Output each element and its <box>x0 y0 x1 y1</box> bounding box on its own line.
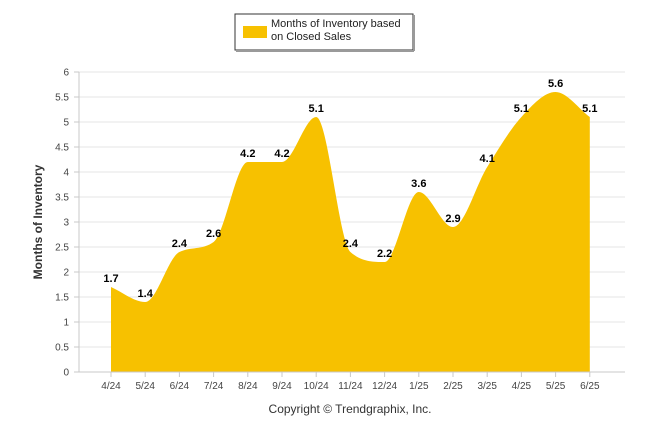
x-tick-label: 10/24 <box>304 381 329 392</box>
legend-box <box>234 13 414 51</box>
data-label: 5.1 <box>582 103 597 115</box>
x-tick-label: 8/24 <box>238 381 258 392</box>
data-label: 2.4 <box>172 238 188 250</box>
data-label: 4.2 <box>240 148 255 160</box>
x-tick-label: 3/25 <box>477 381 497 392</box>
series-area <box>111 92 590 372</box>
legend-swatch <box>243 26 267 38</box>
x-tick-label: 4/25 <box>512 381 532 392</box>
legend-label-line-1: Months of Inventory based <box>271 18 401 30</box>
x-tick-label: 11/24 <box>338 381 363 392</box>
axes <box>78 72 625 373</box>
y-tick-label: 0.5 <box>55 343 69 354</box>
data-label: 5.6 <box>548 78 563 90</box>
x-tick-label: 5/25 <box>546 381 566 392</box>
data-label: 4.2 <box>274 148 289 160</box>
x-tick-label: 4/24 <box>101 381 121 392</box>
y-tick-label: 1.5 <box>55 293 69 304</box>
x-tick-label: 2/25 <box>443 381 463 392</box>
y-tick-label: 2.5 <box>55 243 69 254</box>
y-tick-label: 4 <box>63 168 69 179</box>
y-tick-label: 0 <box>63 368 69 379</box>
data-label: 4.1 <box>480 153 495 165</box>
y-tick-label: 2 <box>63 268 69 279</box>
y-tick-label: 3 <box>63 218 69 229</box>
legend-label-line-2: on Closed Sales <box>271 31 352 43</box>
x-tick-label: 6/25 <box>580 381 600 392</box>
x-tick-label: 1/25 <box>409 381 429 392</box>
copyright-text: Copyright © Trendgraphix, Inc. <box>269 402 432 416</box>
data-label: 1.4 <box>138 288 154 300</box>
x-tick-label: 12/24 <box>372 381 397 392</box>
data-label: 1.7 <box>103 273 118 285</box>
data-label: 2.6 <box>206 228 221 240</box>
data-label: 5.1 <box>514 103 529 115</box>
data-labels: 1.7 1.4 2.4 2.6 4.2 4.2 5.1 2.4 2.2 3.6 2.9 4.1 5.1 5… <box>103 78 597 300</box>
y-tick-label: 6 <box>63 68 69 79</box>
y-tick-label: 5.5 <box>55 93 69 104</box>
data-label: 5.1 <box>309 103 324 115</box>
y-tick-label: 4.5 <box>55 143 69 154</box>
data-label: 2.9 <box>445 213 460 225</box>
data-label: 2.4 <box>343 238 359 250</box>
data-label: 3.6 <box>411 178 426 190</box>
y-tick-label: 5 <box>63 118 69 129</box>
y-tick-label: 1 <box>63 318 69 329</box>
y-tick-label: 3.5 <box>55 193 69 204</box>
data-label: 2.2 <box>377 248 392 260</box>
x-tick-label: 5/24 <box>135 381 155 392</box>
x-tick-label: 7/24 <box>204 381 224 392</box>
y-axis-title: Months of Inventory <box>31 164 45 279</box>
y-tick-labels: 0 0.5 1 1.5 2 2.5 3 3.5 4 4.5 5 5.5 6 <box>55 68 69 379</box>
series-area-fill <box>111 92 590 372</box>
legend: Months of Inventory based on Closed Sale… <box>234 13 415 52</box>
x-tick-label: 9/24 <box>272 381 292 392</box>
x-tick-labels: 4/24 5/24 6/24 7/24 8/24 9/24 10/24 11/24 12/24 1… <box>101 381 600 392</box>
x-tick-label: 6/24 <box>170 381 190 392</box>
